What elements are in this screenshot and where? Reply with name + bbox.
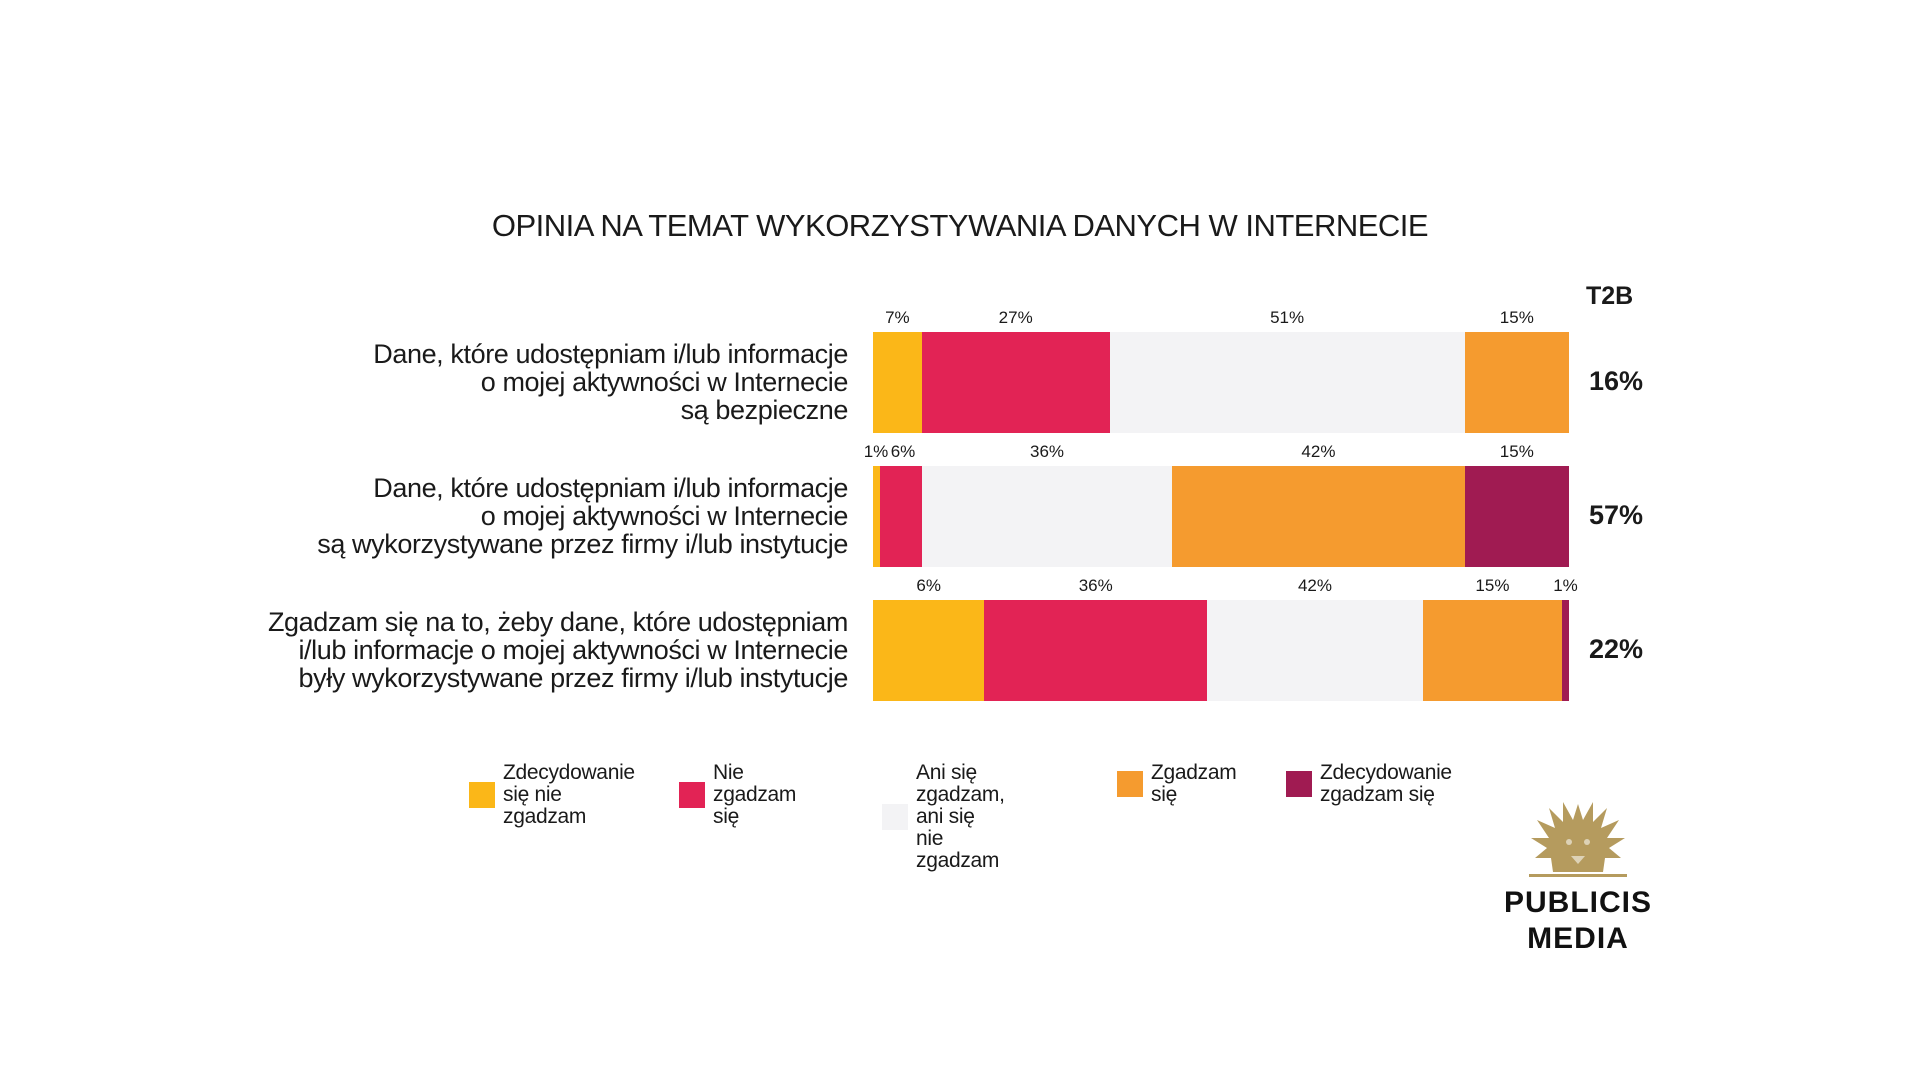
legend-item: Zdecydowanie się nie zgadzam — [469, 762, 635, 828]
bar-segment — [921, 466, 1173, 567]
bar-segment — [873, 600, 985, 701]
bar-segment — [921, 332, 1110, 433]
data-label: 42% — [1301, 442, 1336, 461]
legend-swatch — [679, 782, 705, 808]
data-label: 42% — [1297, 576, 1332, 595]
row-label-line: Dane, które udostępniam i/lub informacje — [373, 339, 848, 369]
publicis-media-logo: PUBLICIS MEDIA — [1488, 798, 1668, 957]
stacked-bar — [873, 466, 1569, 567]
t2b-value: 22% — [1589, 634, 1644, 664]
data-label: 36% — [1029, 442, 1065, 461]
t2b-header: T2B — [1586, 282, 1634, 310]
bar-segment — [1464, 332, 1569, 433]
row-label-line: o mojej aktywności w Internecie — [480, 501, 849, 531]
row-label-line: Zgadzam się na to, żeby dane, które udos… — [267, 607, 848, 637]
row-label: Dane, które udostępniam i/lub informacje… — [373, 340, 848, 424]
stacked-bar — [873, 600, 1569, 701]
logo-text-media: MEDIA — [1527, 922, 1629, 955]
bar-segment — [1172, 466, 1465, 567]
row-label-line: Dane, które udostępniam i/lub informacje — [373, 473, 848, 503]
legend-label-line: zgadzam się — [1320, 783, 1435, 806]
legend-label: Ani się zgadzam, ani się nie zgadzam — [916, 762, 1005, 872]
t2b-value: 57% — [1589, 500, 1644, 530]
logo-text-publicis: PUBLICIS — [1503, 886, 1652, 919]
data-label: 15% — [1499, 308, 1534, 327]
lion-logo-icon — [1529, 802, 1627, 877]
legend-label-line: Zdecydowanie — [503, 761, 635, 784]
legend-swatch — [1117, 771, 1143, 797]
legend-item: Zdecydowanie zgadzam się — [1286, 762, 1452, 806]
bar-segment — [984, 600, 1208, 701]
data-label: 36% — [1078, 576, 1113, 595]
legend-label-line: ani się nie zgadzam — [916, 805, 1000, 872]
legend-item: Nie zgadzam się — [679, 762, 796, 828]
bar-segment — [879, 466, 922, 567]
legend-label: Zgadzam się — [1151, 761, 1237, 806]
row-label-line: o mojej aktywności w Internecie — [480, 367, 849, 397]
legend-label-line: Zgadzam się — [1151, 761, 1237, 806]
legend-label: Nie zgadzam się — [713, 762, 796, 828]
legend-label: Zdecydowanie zgadzam się — [1320, 762, 1452, 806]
bar-segment — [1207, 600, 1423, 701]
legend-label-line: Nie zgadzam się — [713, 761, 797, 828]
data-label: 15% — [1499, 442, 1534, 461]
legend-label: Zdecydowanie się nie zgadzam — [503, 762, 635, 828]
t2b-value: 16% — [1589, 366, 1644, 396]
row-label: Dane, które udostępniam i/lub informacje… — [317, 474, 848, 558]
data-label: 7% — [885, 308, 910, 327]
bar-segment — [873, 466, 880, 567]
data-label: 6% — [916, 576, 941, 595]
data-label: 6% — [890, 442, 916, 461]
bar-segment — [1562, 600, 1569, 701]
bar-segment — [1109, 332, 1465, 433]
bar-segment — [1422, 600, 1563, 701]
legend-swatch — [1286, 771, 1312, 797]
legend-label-line: Ani się zgadzam, — [916, 761, 1005, 806]
legend-item: Zgadzam się — [1117, 761, 1237, 806]
legend-item: Ani się zgadzam, ani się nie zgadzam — [882, 762, 1005, 872]
legend-label-line: się nie zgadzam — [503, 783, 587, 828]
bar-segment — [873, 332, 922, 433]
bar-segment — [1464, 466, 1569, 567]
row-label-line: były wykorzystywane przez firmy i/lub in… — [298, 663, 849, 693]
data-label: 1% — [1553, 576, 1578, 595]
row-label-line: i/lub informacje o mojej aktywności w In… — [298, 635, 848, 665]
legend-label-line: Zdecydowanie — [1320, 761, 1452, 784]
data-label: 1% — [863, 442, 889, 461]
legend-swatch — [882, 804, 908, 830]
data-label: 27% — [998, 308, 1033, 327]
row-label-line: są wykorzystywane przez firmy i/lub inst… — [317, 529, 848, 559]
row-label-line: są bezpieczne — [680, 395, 849, 425]
data-label: 51% — [1270, 308, 1305, 327]
chart-title: OPINIA NA TEMAT WYKORZYSTYWANIA DANYCH W… — [491, 208, 1429, 243]
row-label: Zgadzam się na to, żeby dane, które udos… — [268, 608, 848, 692]
stacked-bar — [873, 332, 1569, 433]
data-label: 15% — [1475, 576, 1510, 595]
legend-swatch — [469, 782, 495, 808]
